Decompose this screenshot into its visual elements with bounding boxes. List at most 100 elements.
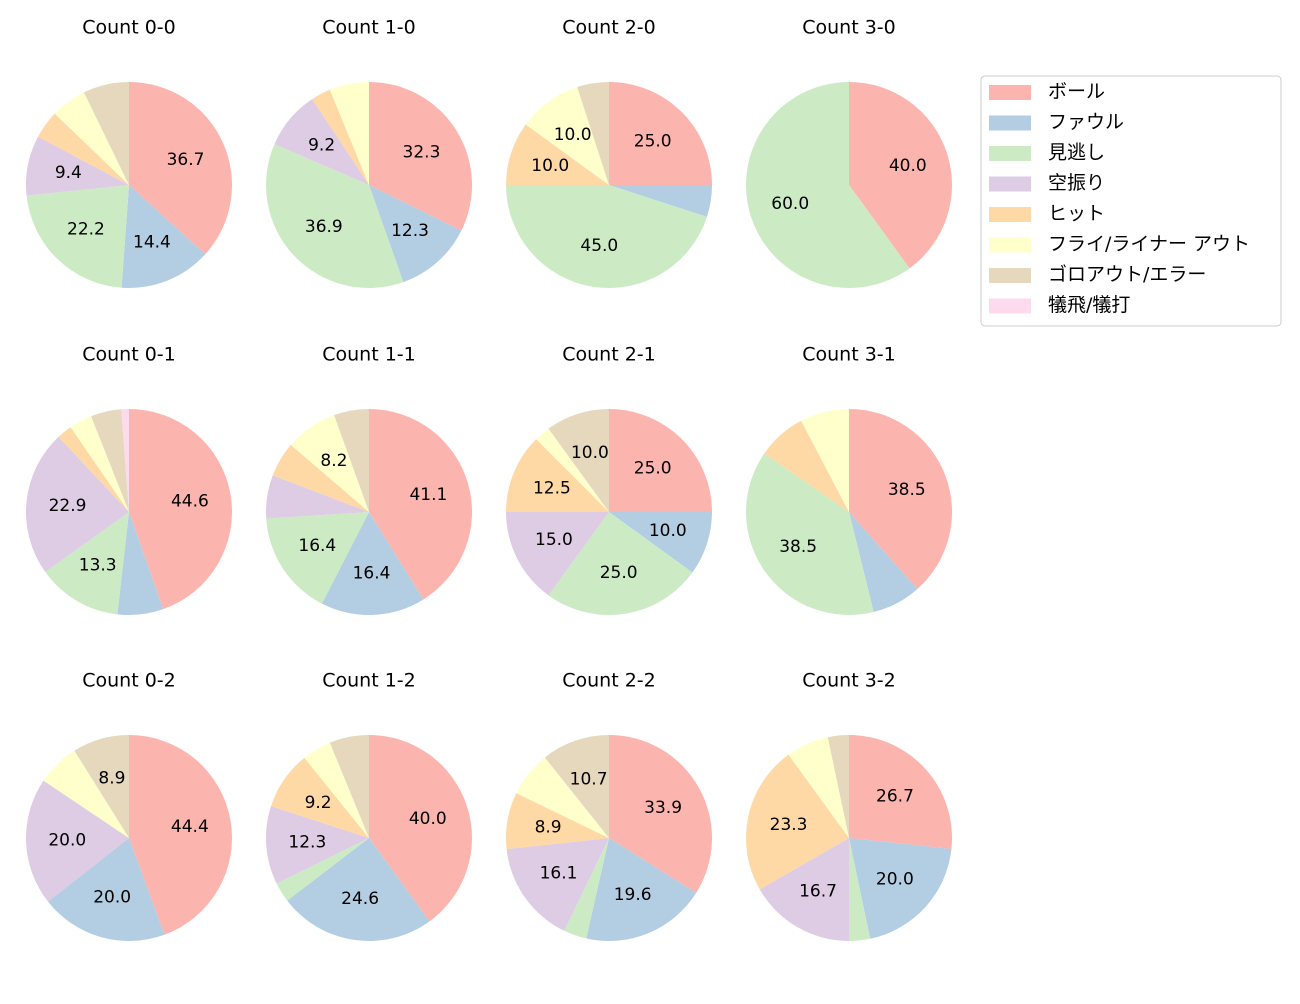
pie-slice xyxy=(266,512,369,604)
pie-slice xyxy=(321,512,424,615)
pie-slice xyxy=(121,409,129,512)
legend-swatch xyxy=(989,146,1031,161)
legend-swatch xyxy=(989,298,1031,314)
pie-title: Count 3-1 xyxy=(802,344,896,366)
pie-slice xyxy=(746,82,910,288)
legend-frame xyxy=(980,75,1282,327)
slice-label: 45.0 xyxy=(580,236,618,256)
pie-slice xyxy=(609,185,712,217)
pie-slice xyxy=(548,409,609,512)
pie-slice xyxy=(304,742,369,838)
legend-label: ゴロアウト/エラー xyxy=(1048,264,1206,286)
pie-title: Count 0-2 xyxy=(82,670,176,692)
pie-slice xyxy=(329,82,369,185)
pie-slice xyxy=(849,735,952,849)
pie-slice xyxy=(45,512,130,615)
pie-slice xyxy=(506,185,707,288)
pie-slice xyxy=(609,409,712,512)
legend-swatch xyxy=(989,268,1031,283)
pie-slice xyxy=(369,409,472,600)
slice-label: 10.7 xyxy=(570,770,608,790)
slice-label: 20.0 xyxy=(876,869,914,889)
legend-label: ファウル xyxy=(1048,111,1124,133)
slice-label: 23.3 xyxy=(770,815,808,835)
slice-label: 25.0 xyxy=(634,131,672,151)
slice-label: 16.4 xyxy=(353,564,391,584)
pie-slice xyxy=(48,838,165,941)
pie-slice xyxy=(849,512,918,613)
pie-slice xyxy=(43,750,129,838)
pie-slice xyxy=(369,735,473,922)
pie-title: Count 0-1 xyxy=(82,344,176,366)
pie-slice xyxy=(38,113,129,185)
slice-label: 24.6 xyxy=(341,889,379,909)
pie-slice xyxy=(74,735,129,838)
pie-slice xyxy=(334,409,369,512)
pie-slice xyxy=(121,185,206,288)
pie-title: Count 2-2 xyxy=(562,670,656,692)
slice-label: 20.0 xyxy=(48,830,86,850)
slice-label: 41.1 xyxy=(409,485,447,505)
pie-slice xyxy=(788,737,849,838)
pie-slice xyxy=(266,475,369,519)
slice-label: 16.4 xyxy=(298,536,336,556)
pie-slice xyxy=(91,409,129,512)
pie-slice xyxy=(506,838,609,931)
pie-title: Count 3-2 xyxy=(802,670,896,692)
pie-title: Count 1-2 xyxy=(322,670,416,692)
slice-label: 10.0 xyxy=(554,125,592,145)
pie-slice xyxy=(586,838,697,942)
pie-slice xyxy=(290,415,369,512)
pie-slice xyxy=(759,838,849,941)
slice-label: 14.4 xyxy=(133,232,171,252)
slice-label: 25.0 xyxy=(634,458,672,478)
slice-label: 8.9 xyxy=(98,769,125,789)
pie-slice xyxy=(506,124,609,185)
pie-slice xyxy=(83,82,129,185)
pie-slice xyxy=(849,409,953,590)
pie-slice xyxy=(609,735,713,893)
pie-slice xyxy=(312,89,369,185)
pie-slice xyxy=(369,82,472,231)
pie-slice xyxy=(25,780,130,902)
pie-slice xyxy=(827,735,849,838)
legend-swatch xyxy=(989,207,1031,222)
slice-label: 9.2 xyxy=(305,793,332,813)
pie-title: Count 2-0 xyxy=(562,17,656,39)
pie-slice xyxy=(506,439,609,512)
slice-label: 32.3 xyxy=(403,142,441,162)
slice-label: 9.2 xyxy=(308,135,335,155)
slice-label: 40.0 xyxy=(409,809,447,829)
slice-label: 22.9 xyxy=(49,496,87,516)
pie-slice xyxy=(26,436,129,573)
pie-slice xyxy=(849,82,953,269)
slice-label: 12.5 xyxy=(533,478,571,498)
slice-label: 10.0 xyxy=(571,443,609,463)
slice-label: 36.7 xyxy=(167,150,205,170)
legend-label: フライ/ライナー アウト xyxy=(1048,233,1250,255)
pie-slice xyxy=(536,428,609,512)
pie-slice xyxy=(129,409,233,610)
pie-slice xyxy=(849,838,952,939)
slice-label: 38.5 xyxy=(888,480,926,500)
pie-slice xyxy=(274,99,369,185)
pie-slice xyxy=(129,735,233,935)
pie-slice xyxy=(369,185,462,283)
pie-slice xyxy=(70,416,129,512)
pie-title: Count 0-0 xyxy=(82,17,176,39)
slice-label: 19.6 xyxy=(614,885,652,905)
slice-label: 26.7 xyxy=(876,787,914,807)
slice-label: 38.5 xyxy=(779,537,817,557)
pie-slice xyxy=(287,838,430,942)
pie-slice xyxy=(764,420,849,512)
pie-slice xyxy=(548,512,693,615)
slice-label: 44.4 xyxy=(171,817,209,837)
slice-label: 10.0 xyxy=(531,156,569,176)
pie-slice xyxy=(271,757,369,838)
slice-label: 20.0 xyxy=(93,887,131,907)
legend-swatch xyxy=(989,85,1031,100)
legend-label: 犠飛/犠打 xyxy=(1048,294,1130,316)
slice-label: 60.0 xyxy=(771,194,809,214)
